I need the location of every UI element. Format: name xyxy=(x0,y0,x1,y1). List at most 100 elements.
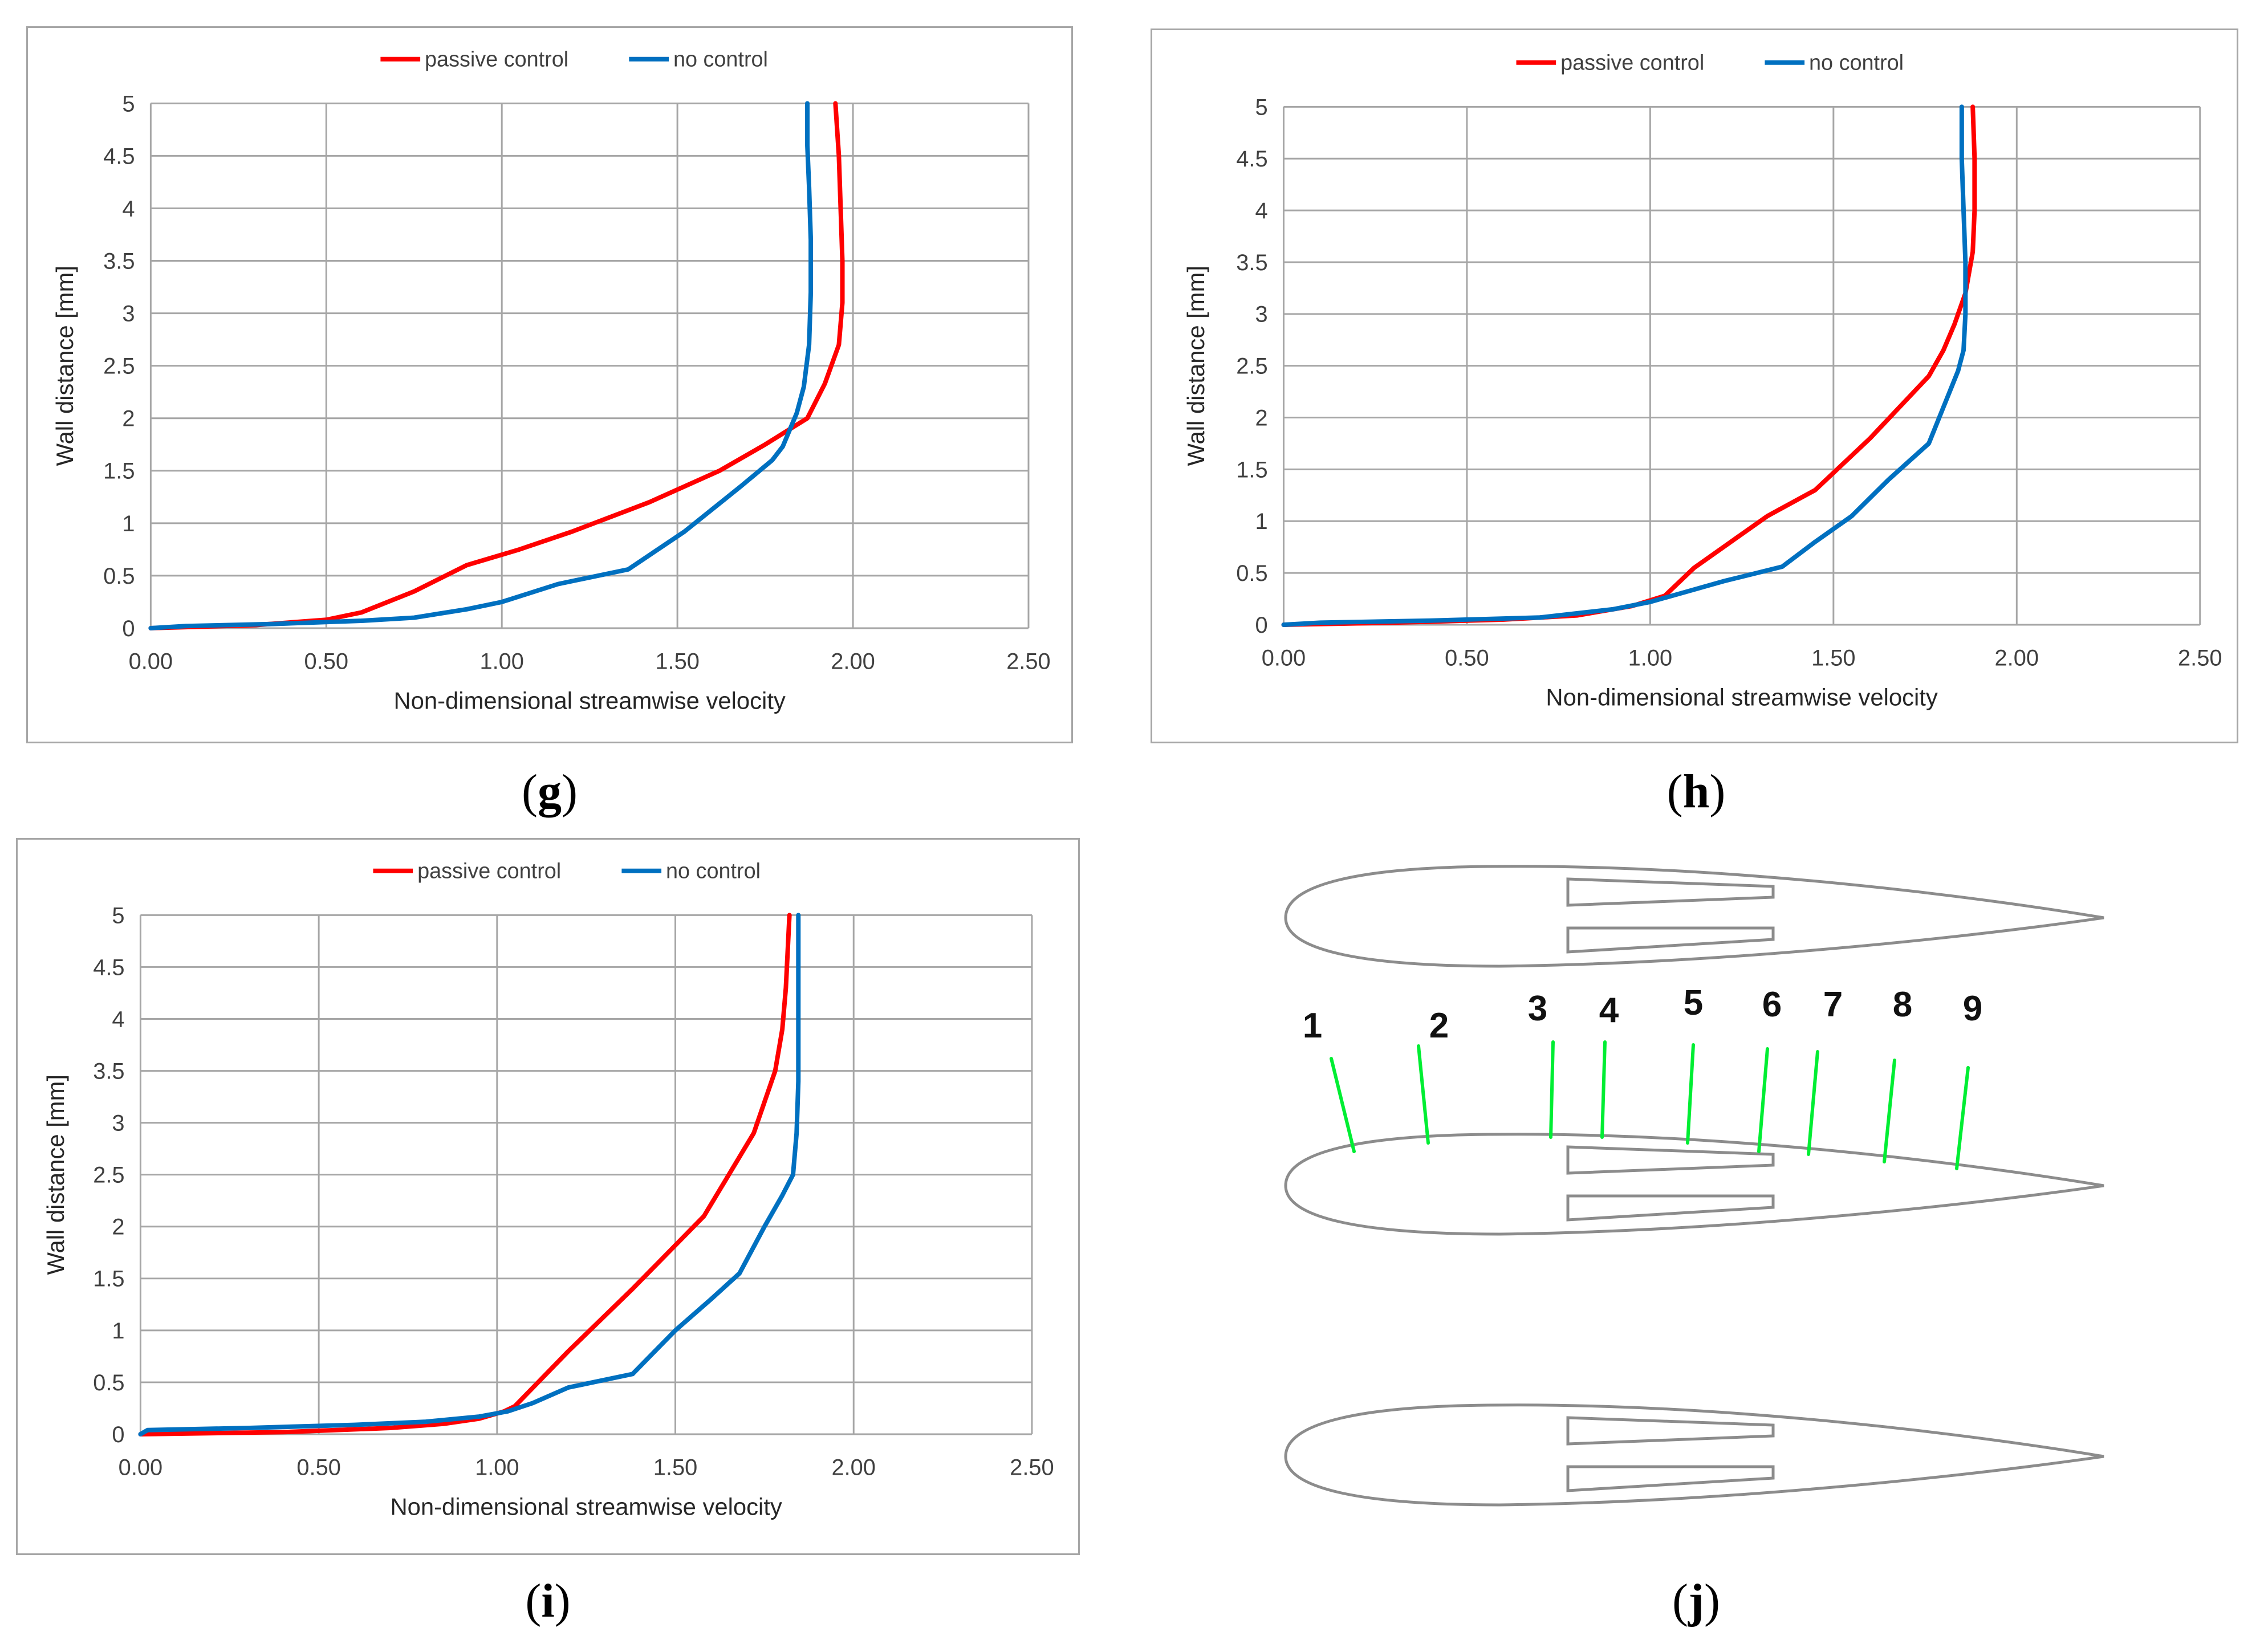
upper-slot-outline xyxy=(1566,1145,1775,1175)
caption-letter-j: j xyxy=(1688,1574,1704,1627)
station-label-5: 5 xyxy=(1684,983,1703,1023)
y-axis-title: Wall distance [mm] xyxy=(1182,266,1209,466)
x-axis-title: Non-dimensional streamwise velocity xyxy=(391,1493,782,1520)
x-tick-label: 0.50 xyxy=(296,1455,340,1480)
station-labels-group: 1 2 3 4 5 6 7 8 9 xyxy=(1303,983,1982,1045)
airfoil-outline xyxy=(1284,865,2104,968)
probe-line-6 xyxy=(1757,1047,1769,1153)
y-tick-label: 1.5 xyxy=(1236,457,1267,482)
legend-label-no-control: no control xyxy=(673,48,768,72)
legend-label-passive-control: passive control xyxy=(425,48,568,72)
y-tick-label: 3.5 xyxy=(1236,250,1267,275)
station-label-8: 8 xyxy=(1893,985,1912,1024)
x-tick-label: 0.50 xyxy=(1445,646,1489,671)
probe-lines-group xyxy=(1330,1040,1970,1170)
x-tick-label: 2.00 xyxy=(831,1455,875,1480)
probe-line-9 xyxy=(1955,1066,1970,1170)
y-tick-label: 3 xyxy=(1255,302,1267,327)
x-tick-label: 0.50 xyxy=(304,649,348,674)
x-tick-label: 0.00 xyxy=(119,1455,162,1480)
caption-g: (g) xyxy=(522,765,578,818)
y-tick-label: 0 xyxy=(112,1422,124,1447)
airfoil-outline xyxy=(1284,1133,2104,1236)
x-tick-label: 1.00 xyxy=(479,649,523,674)
upper-slot-outline xyxy=(1566,877,1775,907)
y-tick-label: 1.5 xyxy=(103,459,135,484)
y-tick-label: 3 xyxy=(112,1111,124,1136)
caption-h: (h) xyxy=(1667,765,1726,818)
probe-line-2 xyxy=(1417,1044,1430,1145)
y-tick-label: 3.5 xyxy=(93,1059,124,1084)
lower-slot-outline xyxy=(1566,926,1775,954)
airfoil-bottom xyxy=(1284,1403,2104,1507)
caption-i: (i) xyxy=(525,1574,571,1627)
chart-i: 0 0.5 1 1.5 2 2.5 3 3.5 4 4.5 5 0.00 0.50 1.00 1.50 2.0… xyxy=(16,838,1080,1555)
series-line-passive-control xyxy=(138,913,792,1436)
y-tick-label: 2.5 xyxy=(1236,354,1267,379)
legend-label-passive-control: passive control xyxy=(1560,51,1704,75)
y-axis-title: Wall distance [mm] xyxy=(42,1075,69,1275)
station-label-6: 6 xyxy=(1762,985,1782,1024)
probe-line-7 xyxy=(1807,1050,1819,1156)
x-tick-label: 2.00 xyxy=(831,649,875,674)
y-tick-label: 2.5 xyxy=(103,354,135,379)
y-tick-label: 1.5 xyxy=(93,1267,124,1292)
caption-j: (j) xyxy=(1672,1574,1720,1627)
legend-label-no-control: no control xyxy=(666,860,761,884)
caption-letter-g: g xyxy=(538,765,562,818)
y-tick-label: 0 xyxy=(122,616,135,641)
grid-i xyxy=(139,914,1033,1435)
upper-slot-outline xyxy=(1566,1416,1775,1446)
y-tick-label: 4.5 xyxy=(93,955,124,980)
lower-slot-outline xyxy=(1566,1194,1775,1222)
y-tick-label: 0.5 xyxy=(1236,561,1267,586)
legend-label-no-control: no control xyxy=(1809,51,1904,75)
station-label-2: 2 xyxy=(1429,1006,1449,1045)
x-tick-label: 0.00 xyxy=(1262,646,1306,671)
x-axis-title: Non-dimensional streamwise velocity xyxy=(1546,683,1937,710)
y-tick-label: 2 xyxy=(122,406,135,432)
airfoil-outline xyxy=(1284,1403,2104,1507)
y-tick-label: 4 xyxy=(112,1007,124,1032)
x-tick-label: 2.50 xyxy=(1006,649,1050,674)
x-tick-label: 1.50 xyxy=(653,1455,697,1480)
y-tick-label: 2.5 xyxy=(93,1163,124,1188)
x-tick-label: 2.50 xyxy=(1010,1455,1054,1480)
y-tick-label: 4 xyxy=(1255,198,1267,223)
y-tick-label: 4 xyxy=(122,196,135,221)
station-label-3: 3 xyxy=(1528,989,1547,1028)
y-tick-label: 2 xyxy=(1255,405,1267,430)
y-tick-label: 0.5 xyxy=(103,564,135,589)
station-label-7: 7 xyxy=(1823,985,1843,1024)
series-line-passive-control xyxy=(148,101,845,630)
airfoil-top xyxy=(1284,865,2104,968)
y-tick-label: 1 xyxy=(122,511,135,536)
x-tick-label: 2.50 xyxy=(2178,646,2222,671)
caption-letter-i: i xyxy=(541,1574,555,1627)
x-tick-label: 1.50 xyxy=(1811,646,1855,671)
y-tick-label: 5 xyxy=(1255,95,1267,120)
chart-g: 0 0.5 1 1.5 2 2.5 3 3.5 4 4.5 5 0.00 0.50 1.00 1.50 2.0… xyxy=(26,26,1073,743)
probe-line-4 xyxy=(1600,1040,1607,1139)
station-label-9: 9 xyxy=(1963,989,1982,1028)
x-tick-label: 0.00 xyxy=(129,649,173,674)
y-tick-label: 3 xyxy=(122,302,135,327)
y-axis-title: Wall distance [mm] xyxy=(51,266,78,466)
y-tick-label: 3.5 xyxy=(103,249,135,274)
y-tick-label: 1 xyxy=(1255,509,1267,534)
x-tick-label: 2.00 xyxy=(1995,646,2039,671)
airfoil-group xyxy=(1284,865,2104,1507)
caption-letter-h: h xyxy=(1682,765,1710,818)
station-label-1: 1 xyxy=(1303,1006,1322,1045)
airfoil-middle xyxy=(1284,1133,2104,1236)
y-tick-label: 0 xyxy=(1255,613,1267,638)
y-tick-label: 0.5 xyxy=(93,1370,124,1395)
probe-line-8 xyxy=(1883,1059,1896,1163)
y-tick-label: 4.5 xyxy=(1236,146,1267,172)
chart-h: 0 0.5 1 1.5 2 2.5 3 3.5 4 4.5 5 0.00 0.50 1.00 1.50 2.0… xyxy=(1151,29,2238,743)
x-tick-label: 1.00 xyxy=(475,1455,519,1480)
y-tick-label: 1 xyxy=(112,1318,124,1344)
probe-line-1 xyxy=(1330,1057,1356,1153)
x-axis-title: Non-dimensional streamwise velocity xyxy=(393,687,785,714)
y-tick-label: 5 xyxy=(112,903,124,928)
